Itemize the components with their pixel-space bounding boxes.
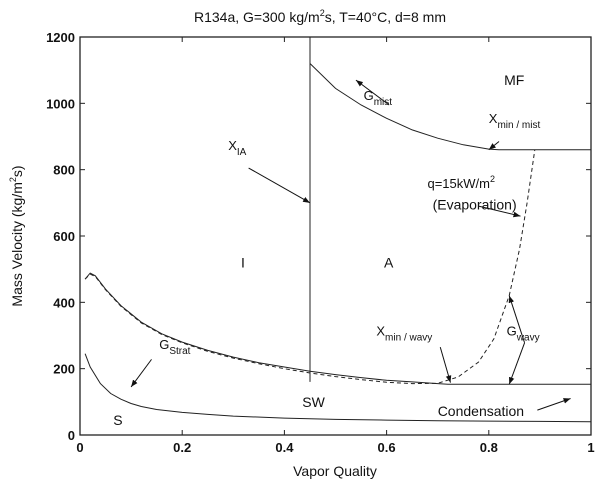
annotation-label: q=15kW/m2 [427,174,495,191]
annotation-arrow [439,346,452,383]
x-axis-label: Vapor Quality [293,463,377,479]
y-tick-label: 1200 [46,30,75,45]
annotation-label: S [113,412,122,428]
annotation-label: SW [302,394,325,410]
annotation-arrow [355,79,390,106]
series-line-2 [84,272,591,385]
series-line-3 [84,149,536,385]
annotation-label: Xmin / mist [489,111,541,131]
axes-frame [79,36,592,436]
series-line-0 [309,63,591,151]
annotation-arrow [248,167,311,204]
series-line-4 [84,353,592,423]
annotation-label: I [241,255,245,271]
y-tick-label: 400 [53,295,75,310]
y-tick-label: 0 [68,428,75,443]
annotation-label: GStrat [159,337,190,357]
x-tick-label: 0 [76,440,83,455]
x-tick-label: 0.2 [173,440,191,455]
annotation-label: Xmin / wavy [376,324,432,344]
annotation-label: A [384,255,394,271]
y-axis-label: Mass Velocity (kg/m2s) [8,165,25,306]
y-tick-label: 200 [53,362,75,377]
annotation-arrow [478,205,521,218]
chart-title: R134a, G=300 kg/m2s, T=40°C, d=8 mm [194,8,446,25]
annotation-label: Condensation [438,403,524,419]
annotation-arrow [130,359,152,388]
annotation-arrow [537,398,571,411]
annotation-arrow [508,295,526,343]
x-tick-label: 0.8 [480,440,498,455]
annotation-arrow [508,342,526,385]
annotation-label: Gwavy [507,324,540,344]
annotation-arrow [488,141,500,151]
x-tick-label: 0.6 [378,440,396,455]
x-tick-label: 0.4 [275,440,294,455]
annotation-label: Gmist [364,88,393,108]
annotations: Gmist MF Xmin / mist XIA q=15kW/m2 (Evaporati… [113,72,571,428]
y-tick-label: 800 [53,163,75,178]
annotation-label: (Evaporation) [433,196,517,212]
y-tick-label: 600 [53,229,75,244]
annotation-label: MF [504,72,524,88]
y-tick-label: 1000 [46,96,75,111]
plot-area [84,37,592,423]
x-tick-label: 1 [587,440,594,455]
annotation-label: XIA [228,138,246,158]
axis-ticks: 0 0.2 0.4 0.6 0.8 1 0 200 400 600 800 1000 1200 [46,30,595,455]
